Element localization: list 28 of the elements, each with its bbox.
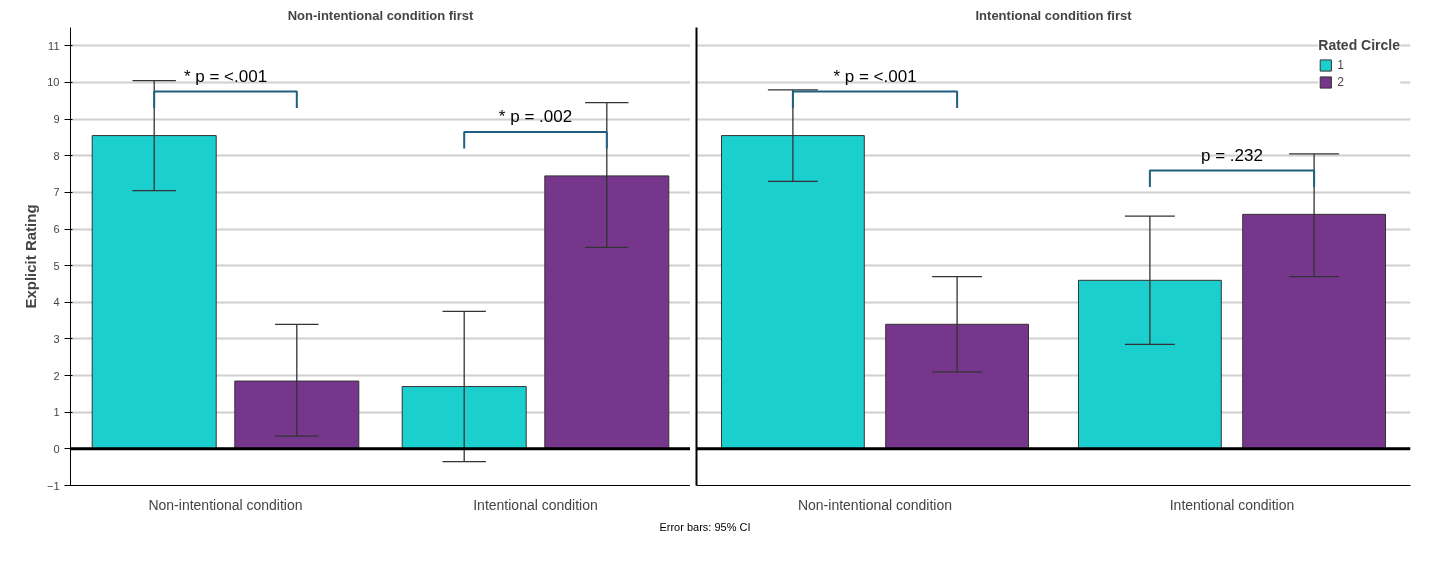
y-tick-label: 6 (53, 223, 60, 236)
y-tick-label: 3 (53, 332, 60, 345)
chart-title: Non-intentional condition first (287, 7, 474, 23)
x-tick-label: Non-intentional condition (797, 496, 953, 513)
y-tick-label: 5 (53, 259, 60, 272)
y-tick-label: 11 (48, 39, 60, 52)
x-tick-label: Non-intentional condition (148, 496, 303, 513)
y-axis-title: Explicit Rating (21, 204, 39, 309)
y-tick-label: 8 (53, 149, 60, 162)
y-tick-label: 7 (53, 186, 60, 199)
legend-title: Rated Circle (1318, 37, 1400, 53)
annotation: * p = .002 (498, 107, 573, 127)
y-tick-label: 0 (53, 442, 60, 455)
annotation: p = .232 (1201, 145, 1263, 165)
y-tick-label: 4 (53, 296, 60, 309)
legend-label: 1 (1337, 58, 1345, 72)
legend-label: 2 (1337, 75, 1345, 89)
y-tick-label: 1 (53, 406, 60, 419)
chart-title: Intentional condition first (975, 7, 1133, 23)
y-tick-label: −1 (46, 479, 60, 492)
x-tick-label: Intentional condition (473, 496, 598, 513)
y-tick-label: 9 (53, 113, 60, 126)
text: Error bars: 95% CI (659, 520, 751, 535)
y-tick-label: 10 (47, 76, 60, 89)
annotation: * p = <.001 (833, 67, 917, 87)
y-tick-label: 2 (53, 369, 60, 382)
annotation: * p = <.001 (183, 67, 268, 87)
x-tick-label: Intentional condition (1169, 496, 1295, 513)
